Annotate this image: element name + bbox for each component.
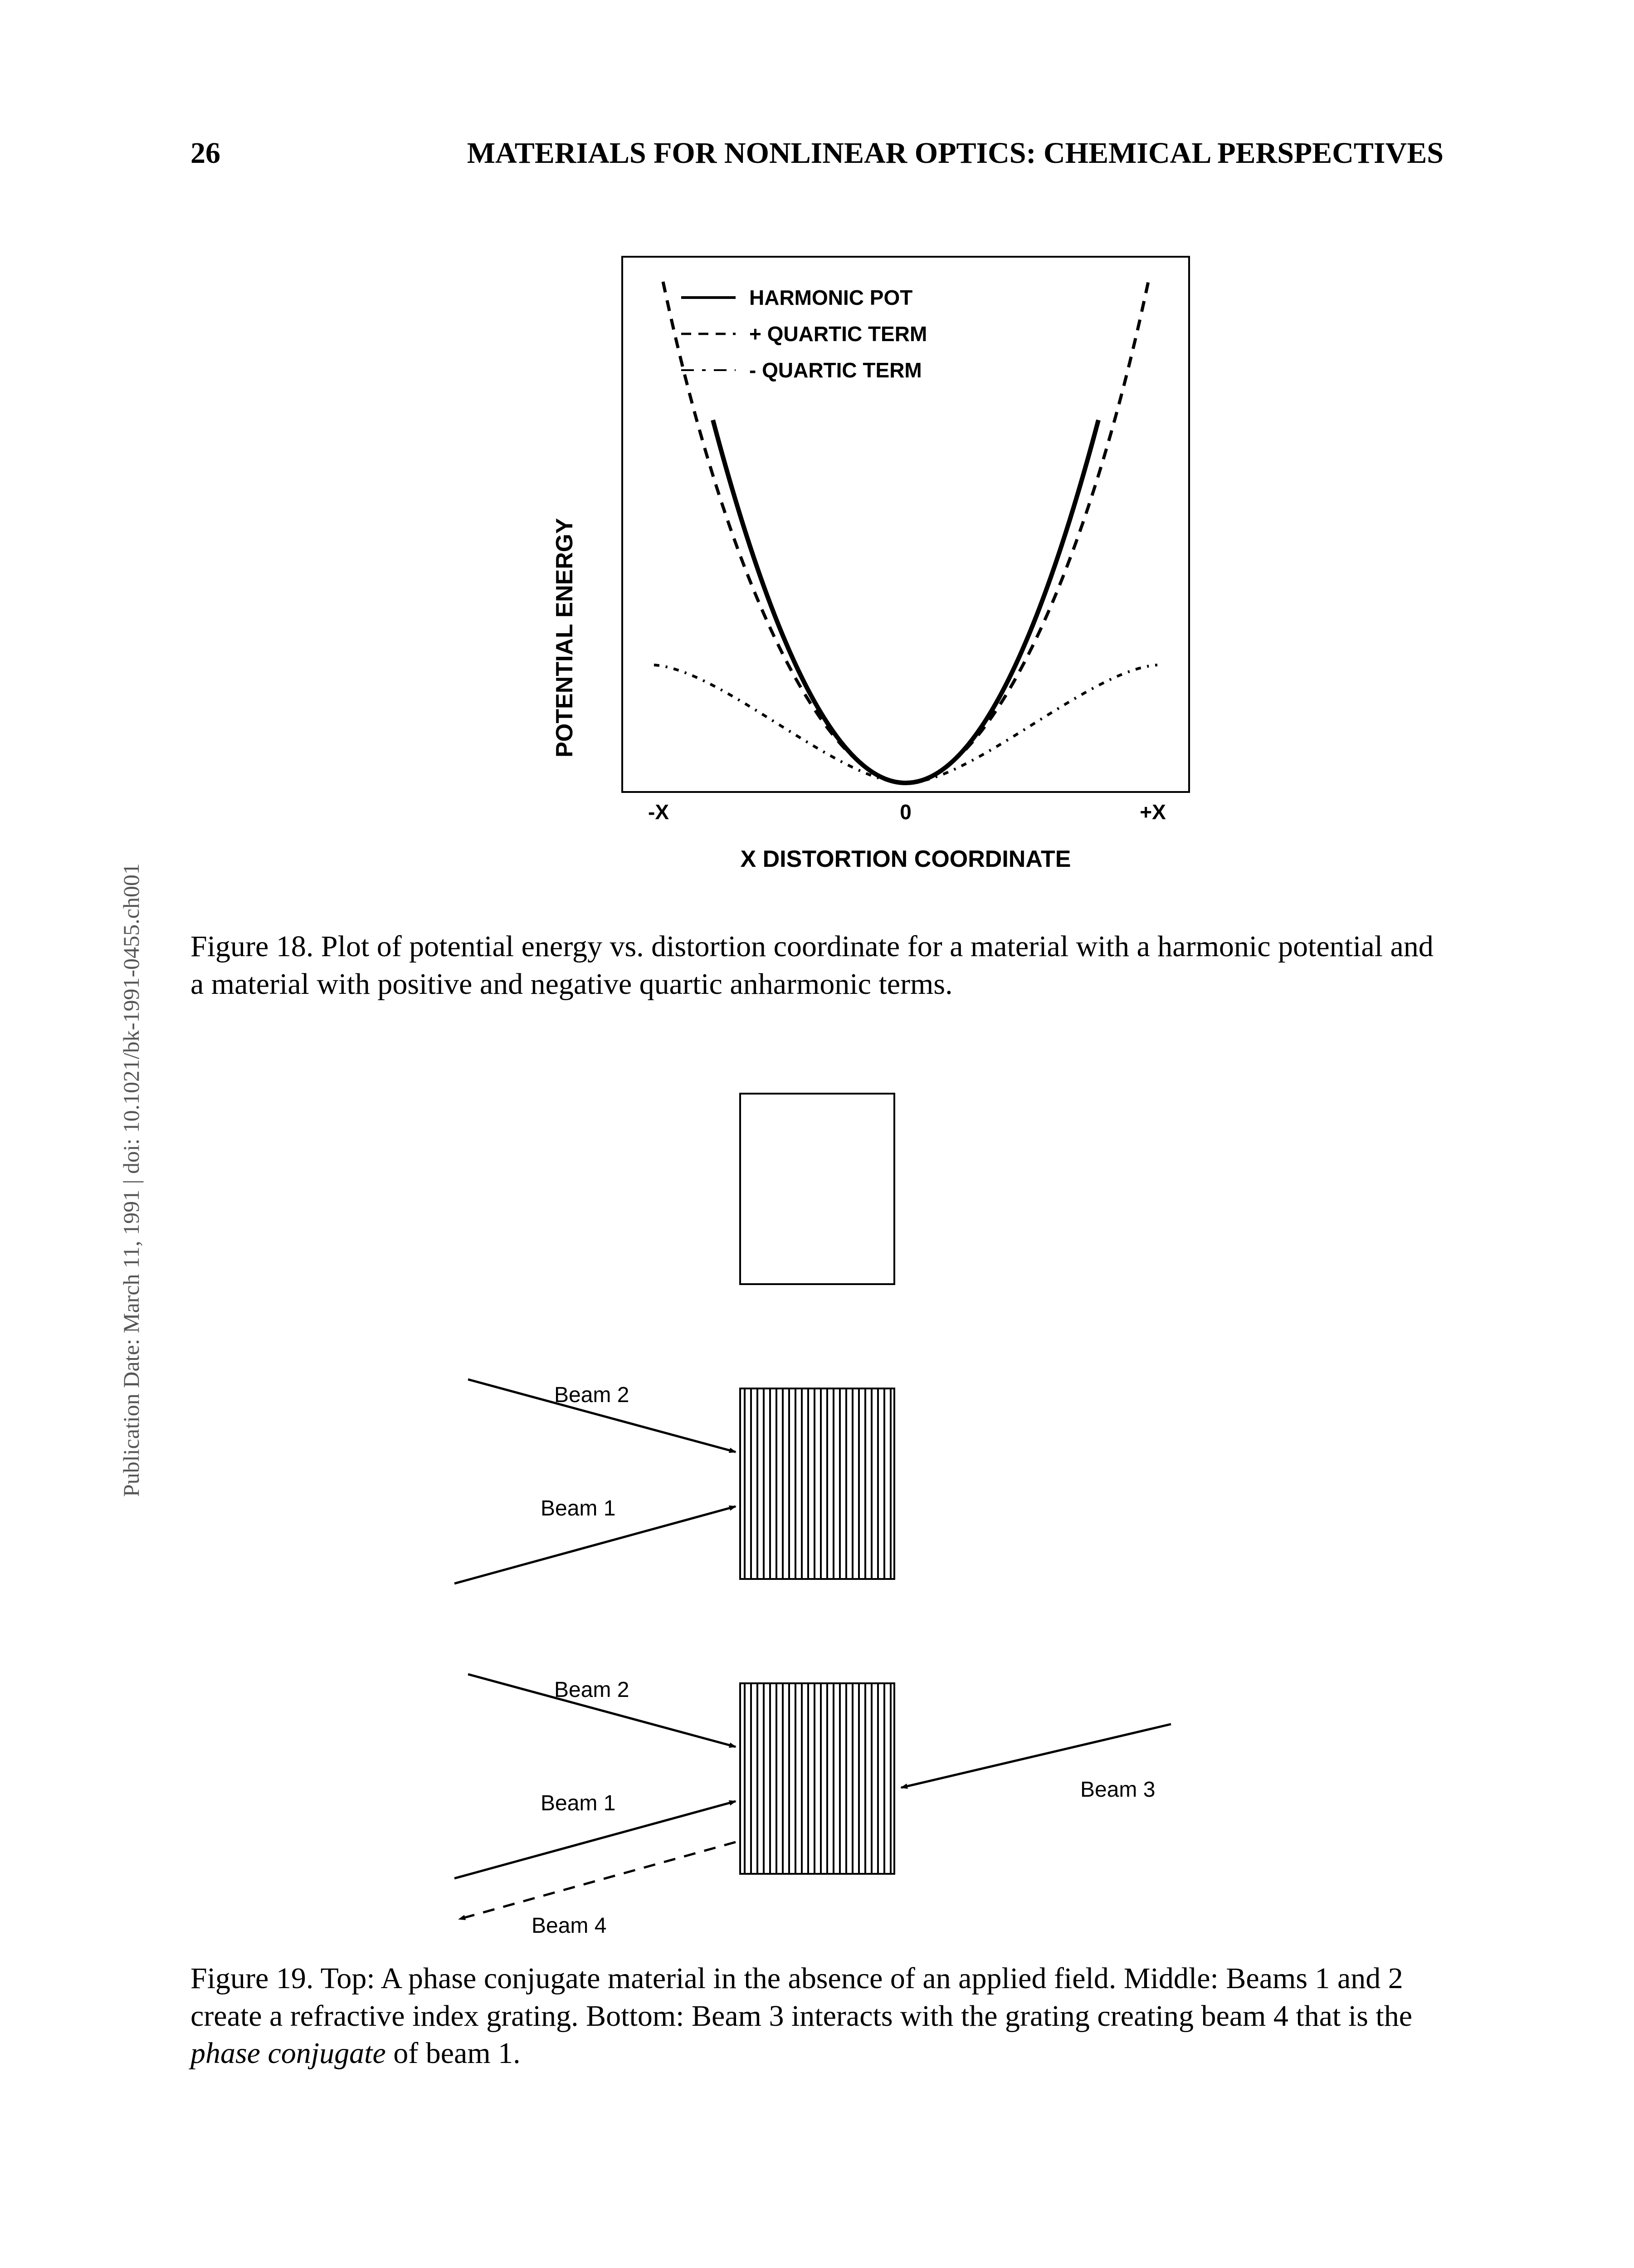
figure-18-caption: Figure 18. Plot of potential energy vs. …	[190, 928, 1444, 1003]
page-number: 26	[190, 136, 220, 171]
figure-19-diagram: Beam 2 Beam 1 Beam 2 Beam 1 Beam 3 Beam …	[318, 1080, 1316, 1942]
running-head: MATERIALS FOR NONLINEAR OPTICS: CHEMICAL…	[467, 136, 1444, 171]
fig19-cap-prefix: Figure 19. Top: A phase conjugate materi…	[190, 1962, 1412, 2033]
header-row: 26 MATERIALS FOR NONLINEAR OPTICS: CHEMI…	[190, 136, 1444, 171]
figure-18-chart: POTENTIAL ENERGY HARMONIC POT + QUARTIC …	[386, 230, 1248, 910]
xtick-zero: 0	[900, 800, 912, 824]
legend-item-plus-quartic: + QUARTIC TERM	[749, 322, 927, 346]
beam2-mid-label: Beam 2	[554, 1383, 629, 1407]
fig19-cap-suffix: of beam 1.	[386, 2037, 521, 2070]
y-axis-label: POTENTIAL ENERGY	[551, 518, 578, 758]
middle-box	[740, 1388, 894, 1579]
beam3-label: Beam 3	[1080, 1778, 1155, 1802]
beam4-line	[459, 1842, 736, 1919]
xtick-neg: -X	[648, 800, 669, 824]
beam1-mid-label: Beam 1	[541, 1496, 615, 1520]
beam1-bot-label: Beam 1	[541, 1791, 615, 1815]
page: Publication Date: March 11, 1991 | doi: …	[0, 0, 1634, 2268]
xtick-pos: +X	[1140, 800, 1166, 824]
figure-18-block: POTENTIAL ENERGY HARMONIC POT + QUARTIC …	[190, 230, 1444, 1003]
top-box	[740, 1094, 894, 1284]
beam2-bot-label: Beam 2	[554, 1678, 629, 1702]
legend-item-minus-quartic: - QUARTIC TERM	[749, 358, 922, 382]
legend-item-harmonic: HARMONIC POT	[749, 286, 912, 309]
x-axis-label: X DISTORTION COORDINATE	[740, 846, 1071, 872]
figure-19-block: Beam 2 Beam 1 Beam 2 Beam 1 Beam 3 Beam …	[190, 1080, 1444, 2072]
fig19-cap-italic: phase conjugate	[190, 2037, 386, 2070]
beam4-label: Beam 4	[532, 1914, 606, 1938]
publication-side-note: Publication Date: March 11, 1991 | doi: …	[118, 863, 144, 1497]
figure-19-caption: Figure 19. Top: A phase conjugate materi…	[190, 1960, 1444, 2072]
bottom-box	[740, 1683, 894, 1874]
